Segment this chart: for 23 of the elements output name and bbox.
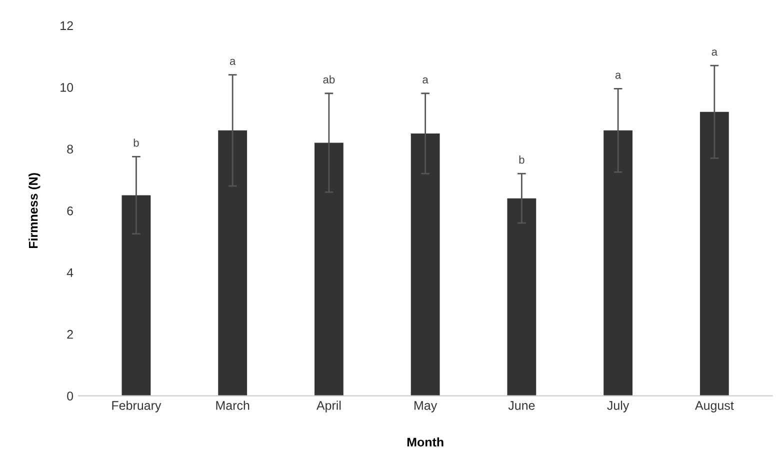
y-tick-label: 0 xyxy=(67,392,74,401)
annotation: b xyxy=(519,156,524,164)
x-tick-label: March xyxy=(216,400,250,410)
y-tick-label: 12 xyxy=(60,21,73,30)
y-axis-title: Firmness (N) xyxy=(28,173,40,248)
x-tick-label: August xyxy=(694,401,734,412)
x-tick-label: February xyxy=(112,400,162,412)
annotation: a xyxy=(712,50,718,56)
y-tick-label: 10 xyxy=(60,83,74,92)
y-tick-label: 4 xyxy=(66,268,74,277)
y-tick-label: 6 xyxy=(67,206,73,216)
x-tick-label: July xyxy=(607,400,630,412)
x-tick-label: June xyxy=(508,401,535,410)
annotation: ab xyxy=(323,75,335,84)
x-axis-title: Month xyxy=(407,437,444,447)
x-tick-label: April xyxy=(316,400,341,412)
y-tick-label: 8 xyxy=(67,144,73,154)
annotation: a xyxy=(422,77,428,84)
annotation: a xyxy=(230,58,236,65)
annotation: a xyxy=(615,72,622,79)
y-tick-label: 2 xyxy=(67,330,73,339)
annotation: b xyxy=(134,138,139,147)
x-tick-label: May xyxy=(414,401,438,412)
